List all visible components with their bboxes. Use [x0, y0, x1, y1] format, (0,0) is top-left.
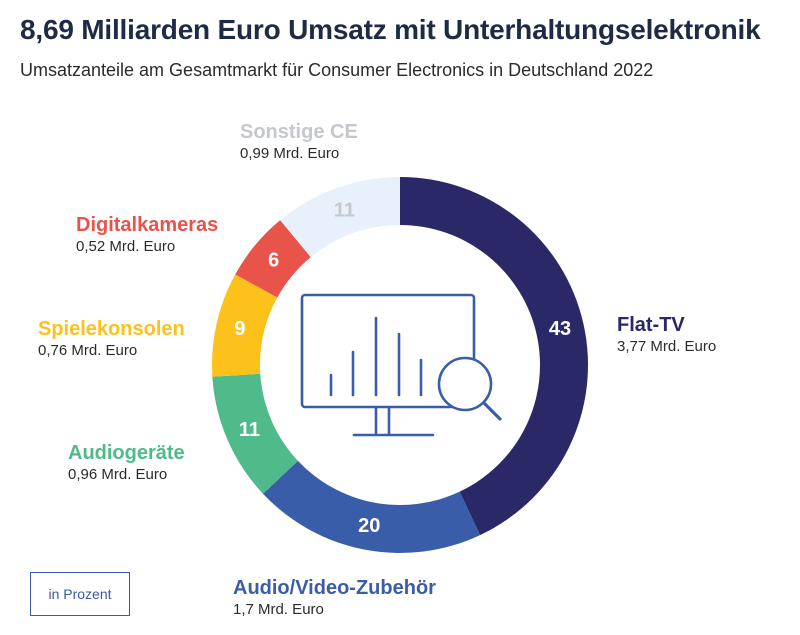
label-amount: 3,77 Mrd. Euro [617, 338, 717, 355]
donut-slice-spiele [211, 274, 278, 377]
chart-subtitle: Umsatzanteile am Gesamtmarkt für Consume… [20, 60, 654, 80]
label-name: Flat-TV [617, 314, 685, 336]
slice-value-sonstige: 11 [334, 200, 355, 222]
donut-slice-audio_video [262, 460, 481, 553]
slice-value-audio: 11 [239, 419, 260, 441]
label-amount: 0,96 Mrd. Euro [68, 466, 168, 483]
label-amount: 0,76 Mrd. Euro [38, 342, 138, 359]
label-name: Spielekonsolen [38, 318, 185, 340]
label-name: Sonstige CE [240, 121, 358, 143]
donut-slice-audio [212, 373, 298, 494]
donut-slice-flat_tv [400, 177, 589, 536]
label-audiogeraete: Audiogeräte 0,96 Mrd. Euro [68, 441, 185, 485]
label-flat-tv: Flat-TV 3,77 Mrd. Euro [617, 313, 716, 357]
slice-value-spiele: 9 [234, 318, 245, 340]
label-name: Audio/Video-Zubehör [233, 577, 436, 599]
label-spielekonsolen: Spielekonsolen 0,76 Mrd. Euro [38, 317, 185, 361]
label-digitalkameras: Digitalkameras 0,52 Mrd. Euro [76, 213, 218, 257]
label-amount: 0,52 Mrd. Euro [76, 238, 176, 255]
unit-note: in Prozent [30, 572, 130, 616]
monitor-search-icon [300, 293, 502, 437]
donut-slice-digital [235, 220, 311, 298]
slice-value-digital: 6 [268, 249, 279, 271]
slice-value-flat_tv: 43 [549, 318, 571, 340]
slice-value-audio_video: 20 [358, 515, 380, 537]
label-amount: 0,99 Mrd. Euro [240, 145, 340, 162]
chart-title: 8,69 Milliarden Euro Umsatz mit Unterhal… [20, 14, 761, 45]
label-amount: 1,7 Mrd. Euro [233, 601, 324, 618]
label-audio-video-zubehoer: Audio/Video-Zubehör 1,7 Mrd. Euro [233, 576, 436, 620]
label-name: Audiogeräte [68, 442, 185, 464]
donut-slice-sonstige [280, 177, 400, 258]
label-name: Digitalkameras [76, 214, 219, 236]
label-sonstige: Sonstige CE 0,99 Mrd. Euro [240, 120, 358, 164]
